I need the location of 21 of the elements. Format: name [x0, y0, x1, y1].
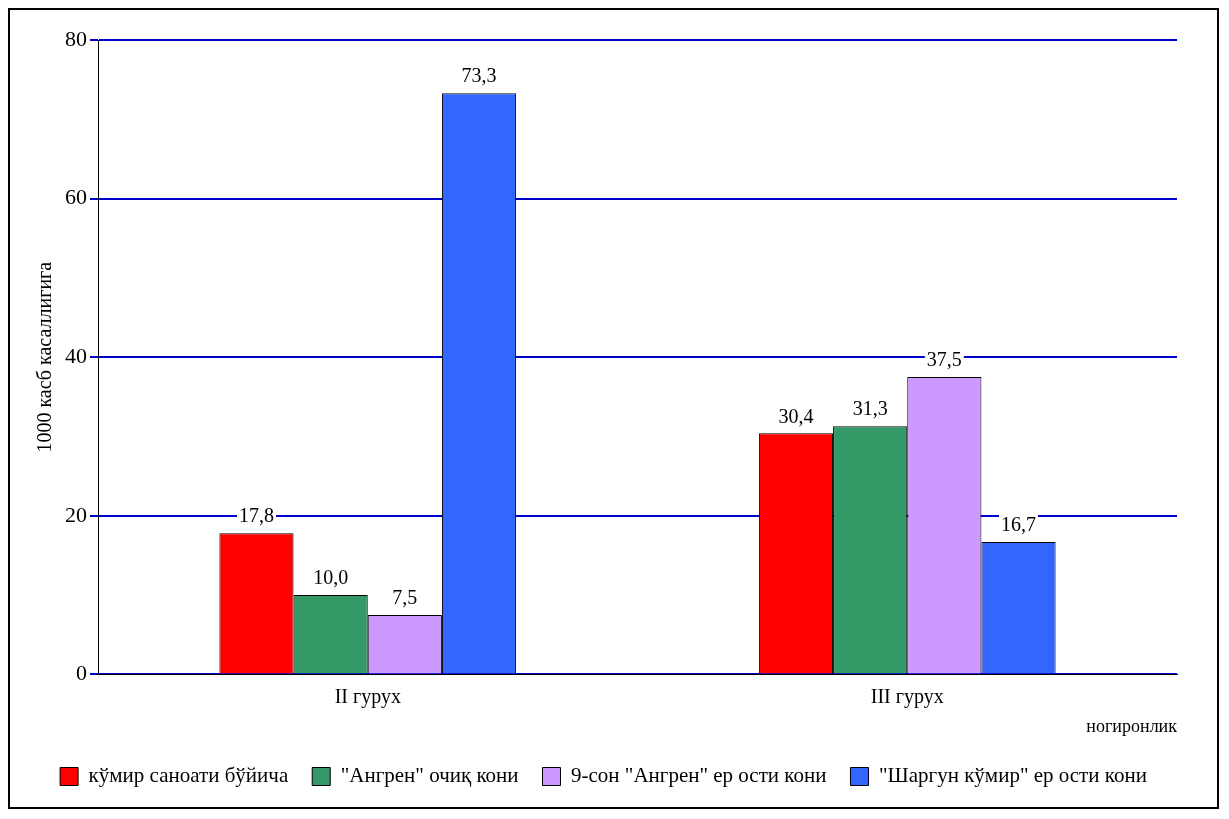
legend-label: кўмир саноати бўйича [88, 763, 289, 788]
x-axis-title: ногиронлик [1086, 715, 1178, 736]
x-tick-label: II гурух [334, 684, 401, 708]
legend-label: "Шаргун кўмир" ер ости кони [878, 763, 1147, 788]
y-tick-label: 60 [65, 184, 87, 210]
x-tick-label: III гурух [870, 684, 944, 708]
y-tick-label: 40 [65, 342, 87, 368]
data-label: 73,3 [461, 64, 497, 87]
data-label: 37,5 [926, 348, 962, 371]
data-label: 7,5 [392, 586, 418, 609]
legend-label: "Ангрен" очиқ кони [340, 763, 519, 788]
y-tick-label: 0 [76, 660, 87, 686]
y-tick-label: 80 [65, 25, 87, 51]
data-label: 31,3 [852, 397, 888, 420]
y-axis-title: 1000 касб касаллигига [33, 261, 56, 453]
data-label: 16,7 [1001, 513, 1037, 536]
legend-label: 9-сон "Ангрен" ер ости кони [571, 763, 827, 788]
data-label: 10,0 [313, 566, 349, 589]
y-tick-label: 20 [65, 501, 87, 527]
data-label: 17,8 [238, 504, 274, 527]
data-label: 30,4 [778, 404, 814, 427]
